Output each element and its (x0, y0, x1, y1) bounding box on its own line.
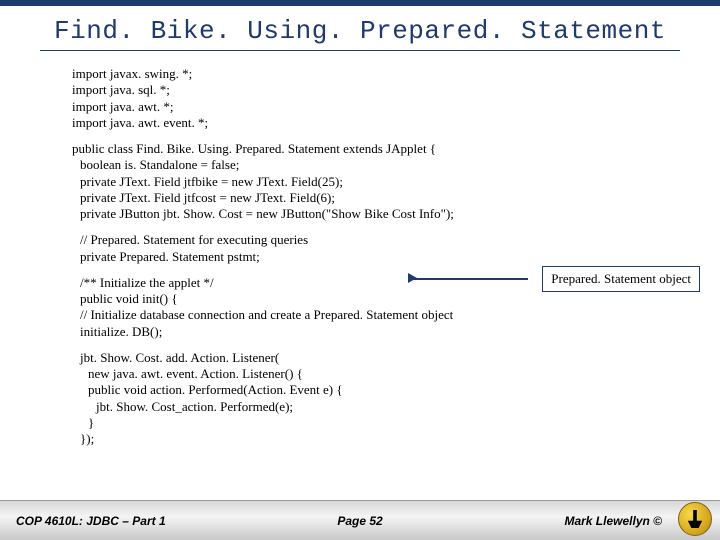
slide-title: Find. Bike. Using. Prepared. Statement (0, 16, 720, 46)
code-line: }); (72, 431, 672, 447)
import-line: import java. awt. event. *; (72, 115, 672, 131)
ucf-logo-icon (678, 502, 712, 536)
footer-bar: COP 4610L: JDBC – Part 1 Page 52 Mark Ll… (0, 500, 720, 540)
code-line: } (72, 415, 672, 431)
imports-block: import javax. swing. *; import java. sql… (72, 66, 672, 131)
callout-arrow-line (408, 278, 528, 280)
listener-block: jbt. Show. Cost. add. Action. Listener( … (72, 350, 672, 448)
callout-arrow-head (408, 273, 417, 283)
code-line: public void init() { (72, 291, 672, 307)
code-line: private JText. Field jtfcost = new JText… (72, 190, 672, 206)
code-line: private Prepared. Statement pstmt; (72, 249, 672, 265)
title-underline (40, 50, 680, 51)
import-line: import javax. swing. *; (72, 66, 672, 82)
code-line: new java. awt. event. Action. Listener()… (72, 366, 672, 382)
class-decl-block: public class Find. Bike. Using. Prepared… (72, 141, 672, 222)
code-content: import javax. swing. *; import java. sql… (72, 66, 672, 457)
pegasus-icon (686, 510, 704, 528)
code-line: initialize. DB(); (72, 324, 672, 340)
code-line: private JButton jbt. Show. Cost = new JB… (72, 206, 672, 222)
import-line: import java. awt. *; (72, 99, 672, 115)
code-line: // Initialize database connection and cr… (72, 307, 672, 323)
footer-course: COP 4610L: JDBC – Part 1 (16, 514, 166, 528)
import-line: import java. sql. *; (72, 82, 672, 98)
code-line: // Prepared. Statement for executing que… (72, 232, 672, 248)
code-line: jbt. Show. Cost_action. Performed(e); (72, 399, 672, 415)
footer-page: Page 52 (337, 514, 382, 528)
code-line: public class Find. Bike. Using. Prepared… (72, 141, 672, 157)
code-line: jbt. Show. Cost. add. Action. Listener( (72, 350, 672, 366)
pstmt-block: // Prepared. Statement for executing que… (72, 232, 672, 265)
code-line: public void action. Performed(Action. Ev… (72, 382, 672, 398)
code-line: boolean is. Standalone = false; (72, 157, 672, 173)
callout-box: Prepared. Statement object (542, 266, 700, 292)
code-line: private JText. Field jtfbike = new JText… (72, 174, 672, 190)
footer-author: Mark Llewellyn © (564, 514, 662, 528)
